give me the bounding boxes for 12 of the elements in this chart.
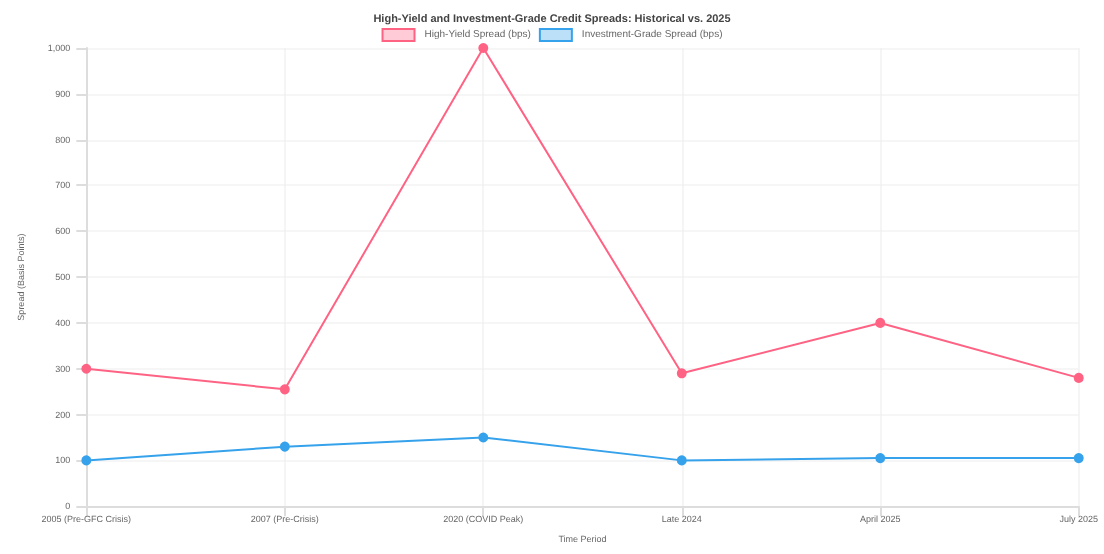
point: [676, 368, 687, 379]
point: [1073, 453, 1084, 464]
point: [1073, 372, 1084, 383]
point: [478, 43, 489, 53]
point: [279, 384, 290, 395]
point: [279, 441, 290, 452]
point: [875, 453, 886, 464]
point: [81, 363, 92, 374]
point: [875, 317, 886, 328]
point: [81, 455, 92, 466]
point: [676, 455, 687, 466]
point: [478, 432, 489, 443]
